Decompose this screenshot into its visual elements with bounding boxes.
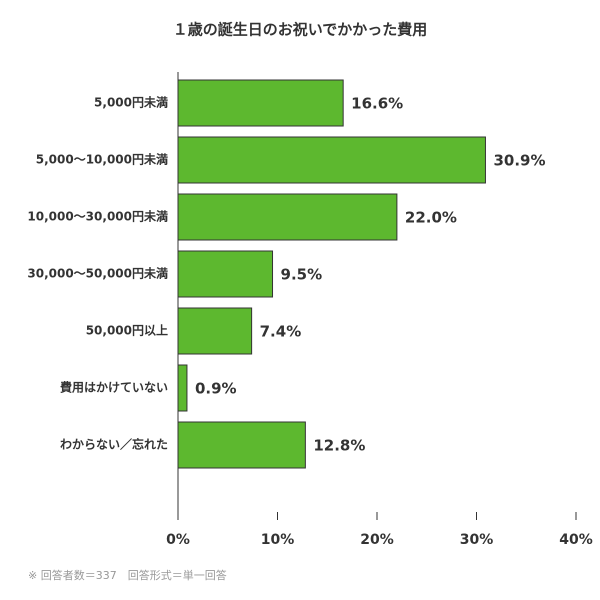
- x-tick-label: 20%: [360, 532, 394, 548]
- bar: [177, 250, 274, 298]
- x-tick-label: 10%: [261, 532, 295, 548]
- category-label: 30,000〜50,000円未満: [27, 266, 168, 281]
- bar: [177, 421, 306, 469]
- x-tick-label: 30%: [460, 532, 494, 548]
- footnote: ※ 回答者数＝337 回答形式＝単一回答: [28, 568, 227, 582]
- category-label: 5,000円未満: [94, 95, 168, 110]
- chart-title: １歳の誕生日のお祝いでかかった費用: [173, 21, 428, 39]
- category-label: わからない／忘れた: [60, 437, 168, 452]
- value-label: 30.9%: [493, 152, 545, 170]
- bar: [177, 136, 486, 184]
- category-label: 費用はかけていない: [60, 380, 168, 395]
- bar: [177, 79, 344, 127]
- category-label: 5,000〜10,000円未満: [36, 152, 168, 167]
- x-tick-label: 40%: [559, 532, 593, 548]
- bar: [177, 364, 188, 412]
- x-tick-label: 0%: [166, 532, 190, 548]
- value-label: 16.6%: [351, 95, 403, 113]
- bar: [177, 307, 253, 355]
- value-label: 0.9%: [195, 380, 237, 398]
- bar: [177, 193, 398, 241]
- category-label: 50,000円以上: [86, 323, 168, 338]
- value-label: 7.4%: [260, 323, 302, 341]
- value-label: 9.5%: [281, 266, 323, 284]
- value-label: 12.8%: [313, 437, 365, 455]
- category-label: 10,000〜30,000円未満: [27, 209, 168, 224]
- value-label: 22.0%: [405, 209, 457, 227]
